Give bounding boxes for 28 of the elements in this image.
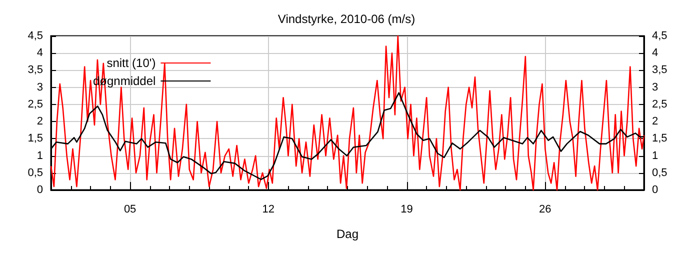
y-tick-label: 1,5 <box>28 132 43 145</box>
y-tick-label: 1 <box>36 150 43 162</box>
x-tick-label: 12 <box>262 204 275 216</box>
y2-tick-label: 0 <box>652 184 658 196</box>
x-tick-label: 26 <box>539 204 552 216</box>
y2-tick-label: 0,5 <box>652 166 668 179</box>
y-tick-label: 4,5 <box>28 30 43 42</box>
line-series <box>50 35 645 191</box>
y-tick-label: 3,5 <box>28 64 43 76</box>
y2-tick-label: 4 <box>652 47 658 60</box>
x-axis-title: Dag <box>336 227 359 241</box>
y-tick-label: 4 <box>36 47 43 60</box>
y-tick-label: 2,5 <box>28 98 43 110</box>
y2-tick-label: 4,5 <box>652 30 668 42</box>
y-tick-label: 2 <box>36 116 43 128</box>
y-tick-label: 0 <box>36 184 43 196</box>
y-tick-label: 3 <box>36 81 43 94</box>
y2-tick-label: 2,5 <box>652 98 668 110</box>
y2-tick-label: 3 <box>652 81 658 94</box>
y2-tick-label: 1 <box>652 150 658 162</box>
x-tick-label: 19 <box>400 204 413 216</box>
legend-label: snitt (10') <box>106 56 156 70</box>
chart-title: Vindstyrke, 2010-06 (m/s) <box>278 12 416 26</box>
x-tick-label: 05 <box>124 204 136 216</box>
y2-tick-label: 2 <box>652 116 658 128</box>
y-tick-label: 0,5 <box>28 166 43 179</box>
y2-tick-label: 3,5 <box>652 64 668 76</box>
y2-tick-label: 1,5 <box>652 132 668 145</box>
